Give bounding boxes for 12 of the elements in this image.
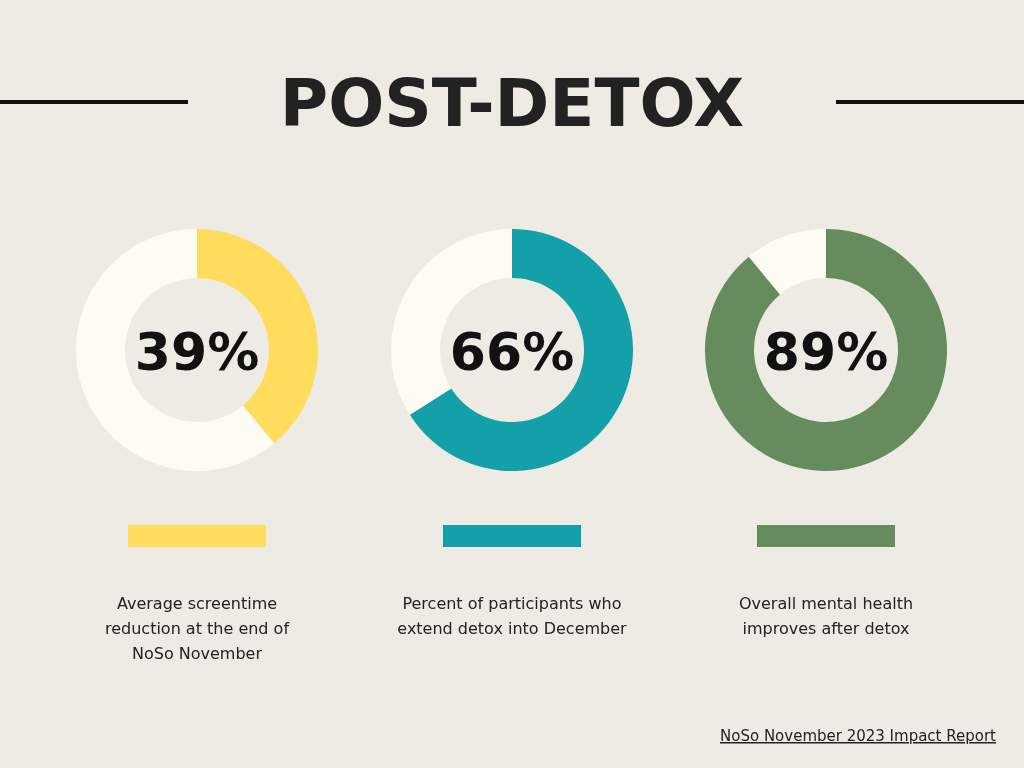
- text: 66%: [449, 322, 575, 382]
- donut-slice: [76, 229, 275, 471]
- text: Average screentime reduction at the end of NoSo November: [104, 594, 290, 663]
- donut-slice: [409, 229, 633, 471]
- donut-slice: [748, 229, 826, 295]
- text: 39%: [134, 322, 260, 382]
- text: Overall mental health improves after detox: [738, 594, 914, 638]
- text: NoSo November 2023 Impact Report: [720, 727, 997, 745]
- text: Percent of participants who extend detox into December: [397, 594, 628, 638]
- text: 89%: [763, 322, 889, 382]
- text: POST-DETOX: [279, 65, 745, 142]
- donut-slice: [705, 229, 947, 471]
